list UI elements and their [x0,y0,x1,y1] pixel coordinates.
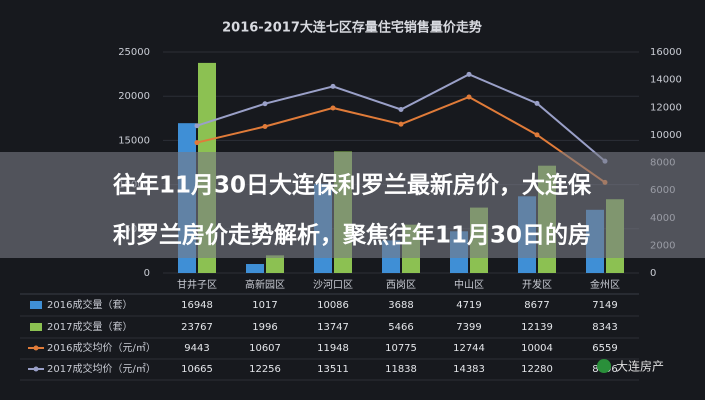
table-cell: 13747 [317,322,349,333]
y2-tick-label: 12000 [650,102,682,113]
x-tick-label: 中山区 [454,278,484,291]
x-tick-label: 高新园区 [245,278,285,291]
table-cell: 1017 [252,300,277,311]
table-cell: 4719 [456,300,481,311]
table-cell: 8677 [524,300,549,311]
table-cell: 7399 [456,322,481,333]
line-marker [534,100,540,106]
table-cell: 12280 [521,364,553,375]
legend-label: 2017成交量（套） [47,320,132,333]
table-cell: 5466 [388,322,413,333]
x-tick-label: 开发区 [522,278,552,291]
table-cell: 6559 [592,343,617,354]
table-cell: 16948 [181,300,213,311]
table-cell: 13511 [317,364,349,375]
table-cell: 10004 [521,343,553,354]
y2-tick-label: 14000 [650,75,682,86]
y2-tick-label: 10000 [650,130,682,141]
y2-tick-label: 16000 [650,47,682,58]
table-cell: 12139 [521,322,553,333]
legend-label: 2016成交量（套） [47,298,132,311]
table-cell: 12744 [453,343,485,354]
legend-swatch [33,345,39,351]
y2-tick-label: 0 [650,268,656,279]
y-tick-label: 25000 [118,47,150,58]
line-marker [534,132,540,138]
legend-swatch [33,366,39,372]
x-tick-label: 沙河口区 [313,279,353,291]
table-cell: 7149 [592,300,617,311]
watermark-icon [597,359,611,373]
chart-title: 2016-2017大连七区存量住宅销售量价走势 [222,20,482,36]
legend-swatch [30,301,42,309]
line-marker [194,123,200,129]
line-marker [398,106,404,112]
table-cell: 10607 [249,343,281,354]
table-cell: 12256 [249,364,281,375]
table-cell: 14383 [453,364,485,375]
x-tick-label: 西岗区 [386,279,416,291]
table-cell: 11838 [385,364,417,375]
table-cell: 10775 [385,343,417,354]
line-marker [262,101,268,107]
table-cell: 11948 [317,343,349,354]
bar [246,264,264,273]
y-tick-label: 0 [144,268,150,279]
line-marker [330,83,336,89]
headline-banner [0,152,705,258]
headline: 往年11月30日大连保利罗兰最新房价，大连保 [113,172,592,199]
table-cell: 8343 [592,322,617,333]
bar [266,255,284,273]
legend-swatch [30,323,42,331]
line-marker [262,123,268,129]
y-tick-label: 20000 [118,91,150,102]
table-cell: 3688 [388,300,413,311]
table-cell: 10086 [317,300,349,311]
headline: 利罗兰房价走势解析，聚焦往年11月30日的房 [113,222,591,249]
line-marker [398,121,404,127]
legend-label: 2017成交均价（元/㎡） [47,362,156,375]
table-cell: 23767 [181,322,213,333]
y-tick-label: 15000 [118,135,150,146]
line-marker [466,71,472,77]
table-cell: 9443 [184,343,209,354]
legend-label: 2016成交均价（元/㎡） [47,341,156,354]
watermark: 大连房产 [616,359,664,374]
table-cell: 1996 [252,322,277,333]
line-marker [466,94,472,100]
table-cell: 10665 [181,364,213,375]
line-marker [330,105,336,111]
x-tick-label: 金州区 [590,278,620,291]
line-marker [194,140,200,146]
x-tick-label: 甘井子区 [177,278,217,291]
